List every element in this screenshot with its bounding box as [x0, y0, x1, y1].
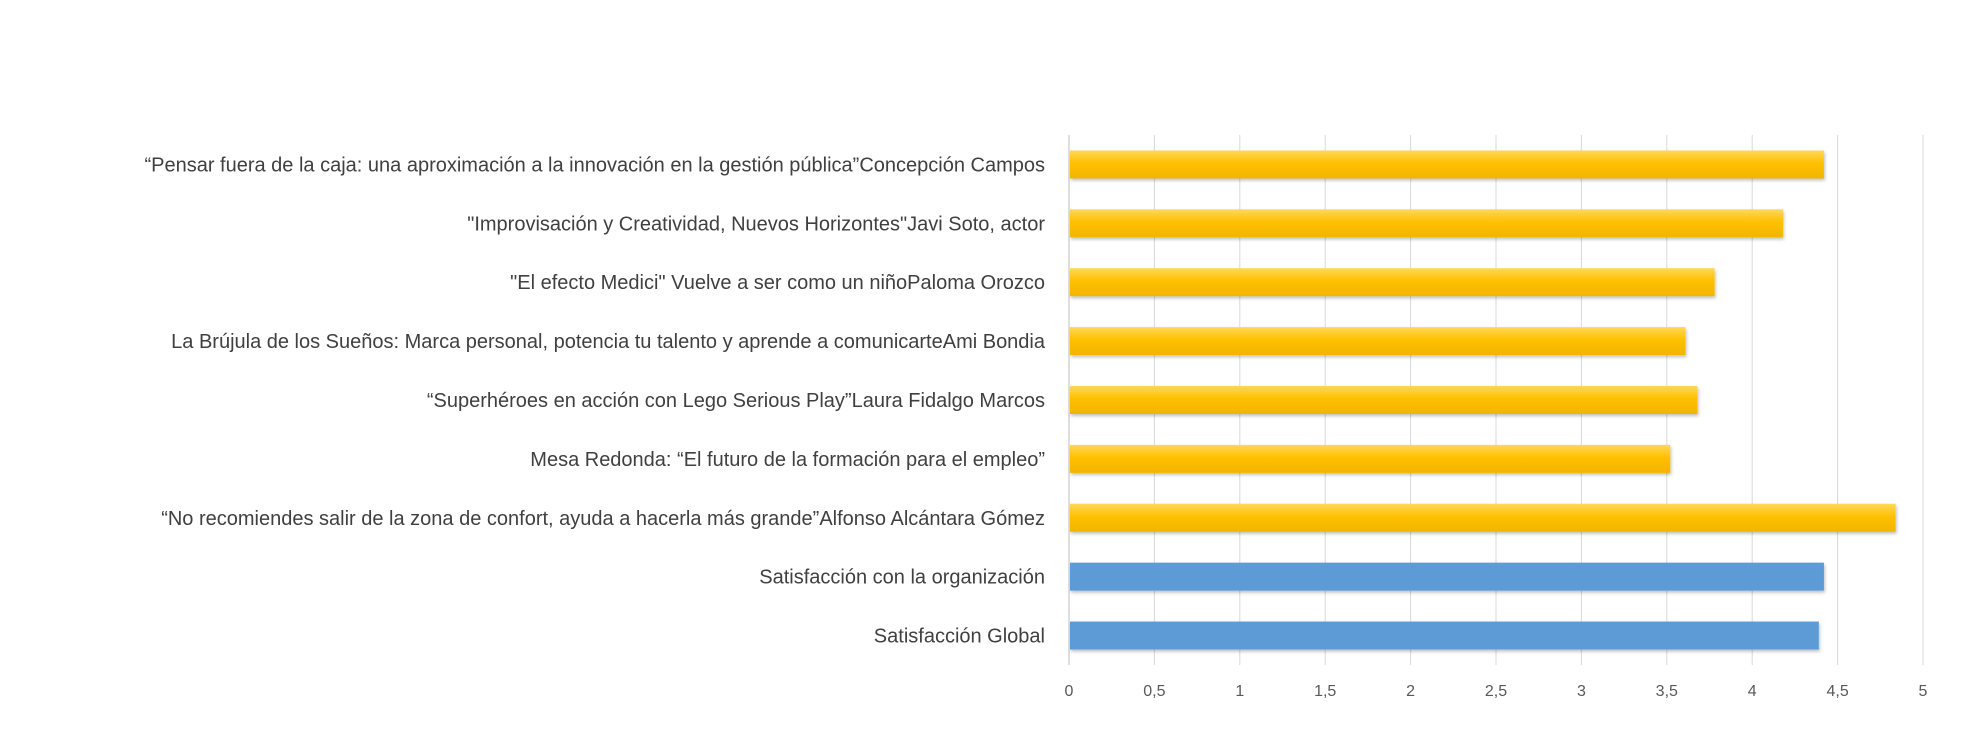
category-labels: “Pensar fuera de la caja: una aproximaci…: [144, 154, 1045, 647]
x-tick-label: 2,5: [1485, 683, 1507, 700]
category-label: "Improvisación y Creatividad, Nuevos Hor…: [467, 213, 1045, 235]
category-label: “Pensar fuera de la caja: una aproximaci…: [144, 154, 1045, 176]
category-label: La Brújula de los Sueños: Marca personal…: [171, 331, 1046, 353]
bars: [1070, 150, 1896, 650]
category-label: Satisfacción Global: [874, 626, 1045, 648]
x-tick-label: 0: [1065, 683, 1074, 700]
x-tick-label: 3,5: [1656, 683, 1678, 700]
category-label: "El efecto Medici" Vuelve a ser como un …: [510, 272, 1045, 294]
category-label: Satisfacción con la organización: [759, 567, 1045, 589]
bar: [1070, 209, 1783, 238]
x-tick-label: 4,5: [1826, 683, 1848, 700]
bar: [1070, 327, 1686, 356]
bar: [1070, 621, 1819, 650]
x-tick-label: 0,5: [1143, 683, 1165, 700]
bar: [1070, 562, 1824, 591]
bar: [1070, 444, 1671, 473]
x-tick-label: 2: [1406, 683, 1415, 700]
x-tick-label: 5: [1919, 683, 1928, 700]
category-label: “Superhéroes en acción con Lego Serious …: [427, 390, 1045, 412]
category-label: “No recomiendes salir de la zona de conf…: [161, 508, 1045, 530]
x-axis-tick-labels: 0 0,5 1 1,5 2 2,5 3 3,5 4 4,5 5: [1065, 683, 1928, 700]
bar: [1070, 386, 1698, 414]
bar: [1070, 503, 1896, 532]
x-tick-label: 3: [1577, 683, 1586, 700]
x-tick-label: 1,5: [1314, 683, 1336, 700]
bar: [1070, 150, 1824, 179]
bar: [1070, 268, 1715, 297]
x-tick-label: 1: [1235, 683, 1244, 700]
x-tick-label: 4: [1748, 683, 1757, 700]
category-label: Mesa Redonda: “El futuro de la formación…: [530, 449, 1045, 471]
